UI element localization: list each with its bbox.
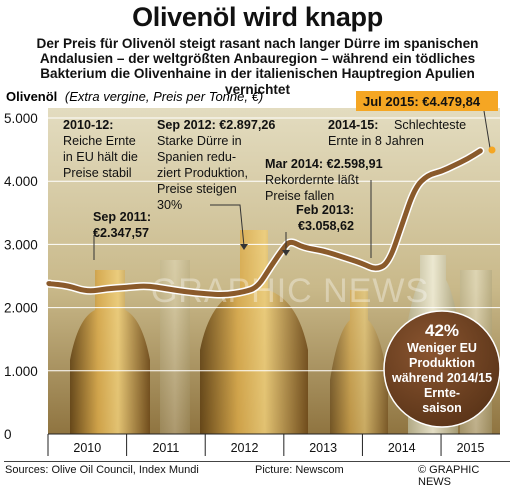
peak-label-text: Jul 2015: €4.479,84 <box>363 94 481 109</box>
y-tick-labels: 0 1.000 2.000 3.000 4.000 5.000 <box>4 111 38 442</box>
svg-text:während 2014/15: während 2014/15 <box>391 371 492 385</box>
svg-text:Schlechteste: Schlechteste <box>394 118 466 132</box>
svg-text:Starke Dürre in: Starke Dürre in <box>157 134 242 148</box>
svg-text:ziert Produktion,: ziert Produktion, <box>157 166 248 180</box>
y-tick-label: 5.000 <box>4 111 38 126</box>
footer-divider <box>4 461 510 462</box>
y-tick-label: 2.000 <box>4 301 38 316</box>
x-tick-label: 2014 <box>388 441 416 455</box>
svg-text:€3.058,62: €3.058,62 <box>298 219 354 233</box>
x-tick-label: 2010 <box>73 441 101 455</box>
peak-marker <box>489 147 496 154</box>
y-tick-label: 3.000 <box>4 237 38 252</box>
svg-text:Ernte-: Ernte- <box>424 386 460 400</box>
svg-text:Weniger EU: Weniger EU <box>407 341 477 355</box>
y-axis-title: Olivenöl (Extra vergine, Preis per Tonne… <box>6 89 263 104</box>
svg-text:Spanien redu-: Spanien redu- <box>157 150 236 164</box>
y-tick-label: 0 <box>4 427 12 442</box>
footer-picture-credit: Picture: Newscom <box>255 464 344 476</box>
footer-sources: Sources: Olive Oil Council, Index Mundi <box>5 464 199 476</box>
svg-text:Preise steigen: Preise steigen <box>157 182 237 196</box>
x-tick-label: 2013 <box>309 441 337 455</box>
y-tick-label: 4.000 <box>4 174 38 189</box>
svg-text:Feb 2013:: Feb 2013: <box>296 203 354 217</box>
x-tick-label: 2012 <box>231 441 259 455</box>
x-tick-label: 2015 <box>457 441 485 455</box>
production-callout: 42% Weniger EU Produktion während 2014/1… <box>384 311 500 427</box>
svg-text:2014-15:: 2014-15: <box>328 118 378 132</box>
y-tick-label: 1.000 <box>4 364 38 379</box>
svg-text:Preise stabil: Preise stabil <box>63 166 132 180</box>
svg-text:in EU hält die: in EU hält die <box>63 150 138 164</box>
svg-text:Ernte in 8 Jahren: Ernte in 8 Jahren <box>328 134 424 148</box>
svg-text:Produktion: Produktion <box>409 356 475 370</box>
x-tick-labels: 2010 2011 2012 2013 2014 2015 <box>48 434 484 456</box>
svg-text:saison: saison <box>422 401 462 415</box>
svg-text:Preise fallen: Preise fallen <box>265 189 334 203</box>
svg-text:Sep 2012: €2.897,26: Sep 2012: €2.897,26 <box>157 118 275 132</box>
x-tick-label: 2011 <box>152 441 179 455</box>
svg-text:Reiche Ernte: Reiche Ernte <box>63 134 136 148</box>
svg-text:Mar 2014: €2.598,91: Mar 2014: €2.598,91 <box>265 157 383 171</box>
svg-text:2010-12:: 2010-12: <box>63 118 113 132</box>
footer-copyright: © GRAPHIC NEWS <box>418 464 515 488</box>
svg-text:Rekordernte läßt: Rekordernte läßt <box>265 173 359 187</box>
svg-text:Sep 2011:: Sep 2011: <box>93 210 151 224</box>
svg-text:30%: 30% <box>157 198 182 212</box>
svg-text:€2.347,57: €2.347,57 <box>93 226 149 240</box>
callout-value: 42% <box>425 321 459 340</box>
